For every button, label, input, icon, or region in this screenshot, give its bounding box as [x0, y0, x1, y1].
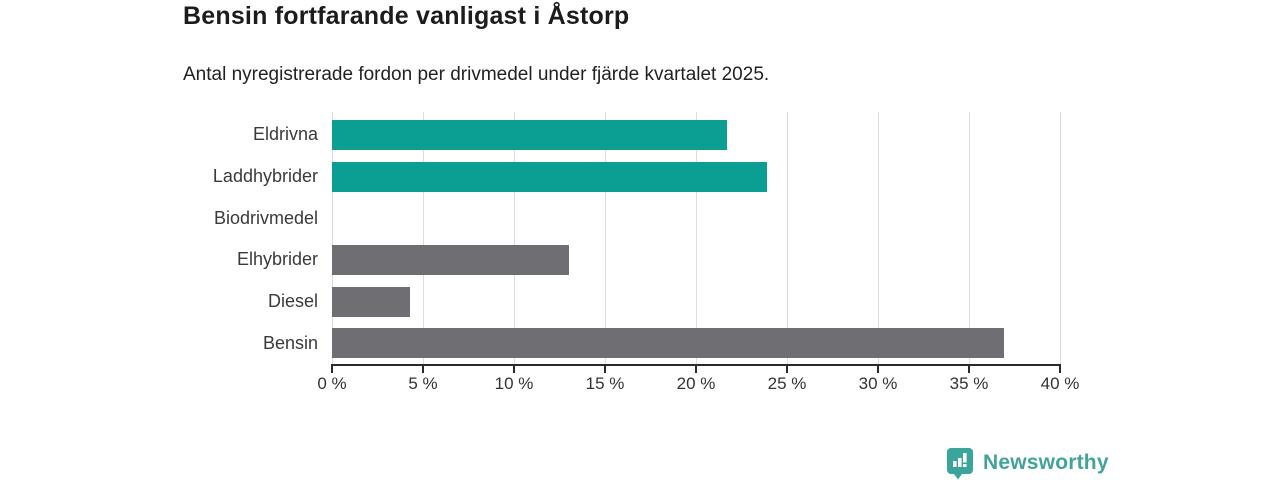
bar-series: [332, 114, 1060, 364]
bar-row-eldrivna: [332, 114, 1060, 156]
x-tick-label-40: 40 %: [1040, 374, 1080, 393]
x-tick-mark-30: [877, 366, 879, 373]
category-label-eldrivna: Eldrivna: [252, 124, 318, 145]
category-label-biodrivmedel: Biodrivmedel: [213, 207, 318, 228]
logo-exclamation-bar: [963, 452, 967, 462]
chart-subtitle: Antal nyregistrerade fordon per drivmede…: [183, 64, 770, 85]
x-tick-label-10: 10 %: [494, 374, 534, 393]
x-tick-label-5: 5 %: [408, 374, 438, 393]
gridline-15: [605, 112, 606, 364]
logo-bar-small: [953, 460, 957, 467]
x-tick-mark-25: [786, 366, 788, 373]
x-axis-line: [331, 364, 1061, 366]
bar-row-laddhybrider: [332, 156, 1060, 198]
category-label-diesel: Diesel: [267, 291, 318, 312]
bar-elhybrider: [332, 244, 569, 275]
x-tick-label-0: 0 %: [317, 374, 347, 393]
gridline-20: [696, 112, 697, 364]
gridline-10: [514, 112, 515, 364]
x-tick-mark-35: [968, 366, 970, 373]
page-title: Bensin fortfarande vanligast i Åstorp: [183, 2, 630, 30]
bar-laddhybrider: [332, 161, 767, 192]
newsworthy-logo: Newsworthy: [946, 446, 1109, 480]
bar-row-bensin: [332, 322, 1060, 364]
newsworthy-barchart-bubble-icon: [947, 447, 973, 479]
logo-exclamation-dot: [963, 463, 967, 467]
bar-row-biodrivmedel: [332, 197, 1060, 239]
x-tick-label-15: 15 %: [585, 374, 625, 393]
x-tick-label-25: 25 %: [767, 374, 807, 393]
category-label-laddhybrider: Laddhybrider: [212, 166, 318, 186]
x-tick-mark-5: [422, 366, 424, 373]
x-tick-mark-20: [695, 366, 697, 373]
gridline-40: [1060, 112, 1061, 364]
x-tick-mark-15: [604, 366, 606, 373]
logo-bar-medium: [958, 457, 962, 467]
x-tick-mark-40: [1059, 366, 1061, 373]
category-label-bensin: Bensin: [262, 332, 318, 353]
gridline-35: [969, 112, 970, 364]
gridline-30: [878, 112, 879, 364]
x-tick-label-35: 35 %: [949, 374, 989, 393]
plot-area: [332, 112, 1061, 364]
x-tick-mark-0: [331, 366, 333, 373]
bar-eldrivna: [332, 119, 727, 150]
bar-diesel: [332, 286, 411, 317]
bar-row-elhybrider: [332, 239, 1060, 281]
newsworthy-wordmark: Newsworthy: [983, 451, 1109, 474]
x-tick-mark-10: [513, 366, 515, 373]
gridline-25: [787, 112, 788, 364]
x-tick-label-30: 30 %: [858, 374, 898, 393]
bar-bensin: [332, 328, 1004, 359]
category-label-elhybrider: Elhybrider: [236, 249, 318, 270]
bar-row-diesel: [332, 281, 1060, 323]
gridline-5: [423, 112, 424, 364]
gridline-0: [332, 112, 333, 364]
x-tick-label-20: 20 %: [676, 374, 716, 393]
y-axis-category-labels: Eldrivna Laddhybrider Biodrivmedel Elhybrid…: [0, 114, 318, 364]
